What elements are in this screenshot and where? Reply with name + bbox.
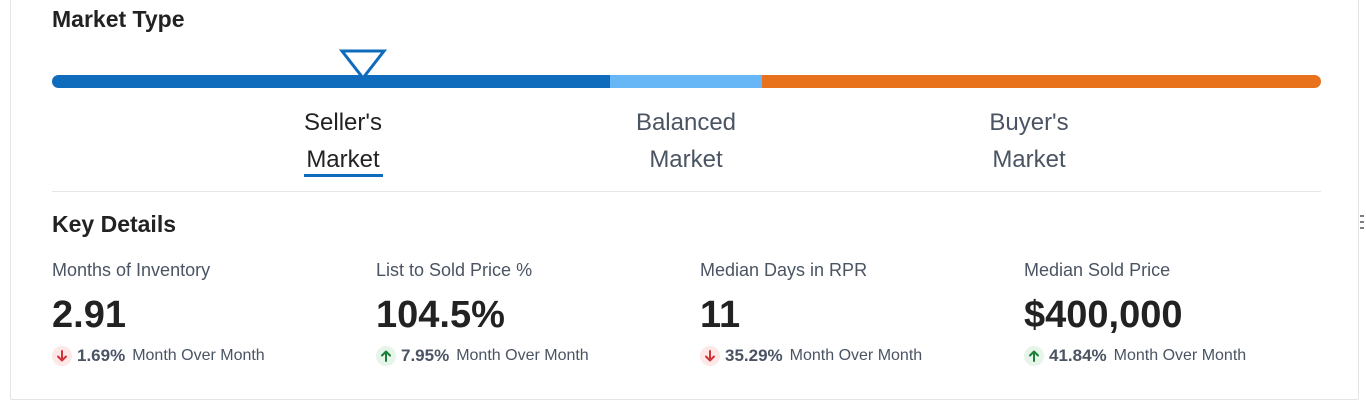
- metric-label: Median Sold Price: [1024, 260, 1171, 280]
- market-type-title: Market Type: [52, 6, 185, 32]
- active-market-underline: [304, 174, 383, 177]
- metric-median-sold-price: Median Sold Price $400,000 41.84% Month …: [1024, 258, 1324, 366]
- seller-segment: [52, 75, 610, 88]
- buyers-market-label[interactable]: Buyer's Market: [968, 104, 1090, 178]
- change-percent: 7.95%: [401, 346, 450, 365]
- change-period-label: Month Over Month: [1113, 347, 1247, 364]
- sellers-market-line2: Market: [306, 146, 380, 173]
- arrow-up-icon: [1024, 346, 1044, 366]
- sellers-market-label[interactable]: Seller's Market: [293, 104, 393, 178]
- balanced-market-label[interactable]: Balanced Market: [616, 104, 756, 178]
- buyers-market-line1: Buyer's: [989, 109, 1069, 136]
- arrow-down-icon: [52, 346, 72, 366]
- change-percent: 1.69%: [77, 346, 126, 365]
- change-percent: 35.29%: [725, 346, 783, 365]
- metric-list-to-sold-price: List to Sold Price % 104.5% 7.95% Month …: [376, 258, 676, 366]
- buyer-segment: [762, 75, 1321, 88]
- arrow-up-icon: [376, 346, 396, 366]
- metric-label: Months of Inventory: [52, 260, 211, 280]
- metric-value: 2.91: [52, 294, 126, 336]
- metric-change: 41.84% Month Over Month: [1024, 346, 1324, 366]
- change-period-label: Month Over Month: [456, 347, 589, 364]
- metric-median-days-in-rpr: Median Days in RPR 11 35.29% Month Over …: [700, 258, 1000, 366]
- metric-change: 35.29% Month Over Month: [700, 346, 1000, 366]
- metric-value: 11: [700, 294, 741, 336]
- change-period-label: Month Over Month: [132, 347, 265, 364]
- metric-months-of-inventory: Months of Inventory 2.91 1.69% Month Ove…: [52, 258, 352, 366]
- triangle-marker-icon: [339, 49, 387, 81]
- sellers-market-line1: Seller's: [304, 109, 382, 136]
- metric-value: $400,000: [1024, 294, 1183, 336]
- buyers-market-line2: Market: [992, 146, 1066, 173]
- market-type-bar: [52, 75, 1321, 88]
- balanced-market-line2: Market: [649, 146, 723, 173]
- market-card: [10, 0, 1359, 400]
- arrow-down-icon: [700, 346, 720, 366]
- metric-label: List to Sold Price %: [376, 260, 533, 280]
- metric-change: 7.95% Month Over Month: [376, 346, 676, 366]
- metric-value: 104.5%: [376, 294, 505, 336]
- change-period-label: Month Over Month: [789, 347, 923, 364]
- metric-change: 1.69% Month Over Month: [52, 346, 352, 366]
- section-divider: [52, 191, 1321, 192]
- change-percent: 41.84%: [1049, 346, 1107, 365]
- balanced-segment: [610, 75, 762, 88]
- scroll-edge-grip: [1360, 215, 1364, 237]
- key-details-title: Key Details: [52, 211, 177, 237]
- balanced-market-line1: Balanced: [635, 109, 737, 136]
- metric-label: Median Days in RPR: [700, 260, 868, 280]
